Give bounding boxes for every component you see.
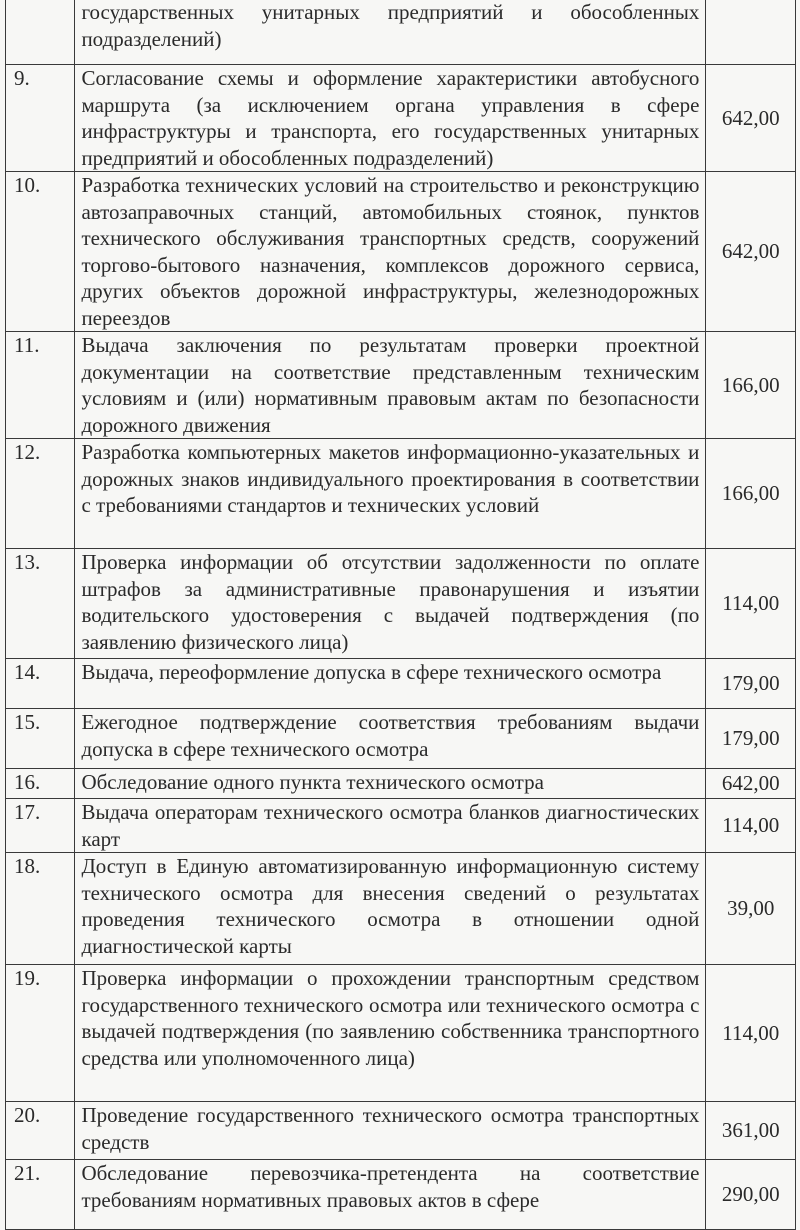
table-row: 12. Разработка компьютерных макетов инфо… [4,438,796,549]
row-number: 14. [4,658,76,709]
row-number: 13. [4,548,76,659]
service-description: Разработка компьютерных макетов информац… [74,438,707,549]
row-number [4,0,76,65]
service-description: государственных унитарных предприятий и … [74,0,707,65]
service-description: Выдача операторам технического осмотра б… [74,798,707,853]
fee-table: государственных унитарных предприятий и … [4,0,796,1230]
row-number: 21. [4,1159,76,1230]
service-description: Обследование перевозчика-претендента на … [74,1159,707,1230]
service-description: Проведение государственного технического… [74,1101,707,1160]
row-number: 18. [4,852,76,965]
table-row: 9. Согласование схемы и оформление харак… [4,64,796,172]
table-row: 16. Обследование одного пункта техническ… [4,768,796,799]
service-description: Проверка информации о прохождении трансп… [74,964,707,1102]
table-row: 17. Выдача операторам технического осмот… [4,798,796,853]
service-price: 361,00 [705,1101,796,1160]
table-row: 20. Проведение государственного техничес… [4,1101,796,1160]
row-number: 10. [4,171,76,332]
service-price: 114,00 [705,964,796,1102]
table-row: 11. Выдача заключения по результатам про… [4,331,796,439]
service-description: Проверка информации об отсутствии задолж… [74,548,707,659]
service-price: 290,00 [705,1159,796,1230]
service-price: 166,00 [705,331,796,439]
service-price: 179,00 [705,708,796,769]
row-number: 19. [4,964,76,1102]
table-row: 21. Обследование перевозчика-претендента… [4,1159,796,1230]
service-description: Ежегодное подтверждение соответствия тре… [74,708,707,769]
row-number: 17. [4,798,76,853]
row-number: 9. [4,64,76,172]
service-description: Согласование схемы и оформление характер… [74,64,707,172]
service-price [705,0,796,65]
service-description: Выдача заключения по результатам проверк… [74,331,707,439]
table-row: 19. Проверка информации о прохождении тр… [4,964,796,1102]
service-price: 642,00 [705,171,796,332]
service-price: 114,00 [705,798,796,853]
row-number: 20. [4,1101,76,1160]
row-number: 15. [4,708,76,769]
row-number: 16. [4,768,76,799]
service-price: 179,00 [705,658,796,709]
service-price: 642,00 [705,768,796,799]
service-description: Обследование одного пункта технического … [74,768,707,799]
table-row: 14. Выдача, переоформление допуска в сфе… [4,658,796,709]
service-price: 39,00 [705,852,796,965]
service-price: 114,00 [705,548,796,659]
table-row: 18. Доступ в Единую автоматизированную и… [4,852,796,965]
row-number: 11. [4,331,76,439]
table-row: 10. Разработка технических условий на ст… [4,171,796,332]
table-row: государственных унитарных предприятий и … [4,0,796,65]
row-number: 12. [4,438,76,549]
service-description: Доступ в Единую автоматизированную инфор… [74,852,707,965]
service-price: 642,00 [705,64,796,172]
service-description: Разработка технических условий на строит… [74,171,707,332]
service-description: Выдача, переоформление допуска в сфере т… [74,658,707,709]
service-price: 166,00 [705,438,796,549]
table-row: 13. Проверка информации об отсутствии за… [4,548,796,659]
table-row: 15. Ежегодное подтверждение соответствия… [4,708,796,769]
